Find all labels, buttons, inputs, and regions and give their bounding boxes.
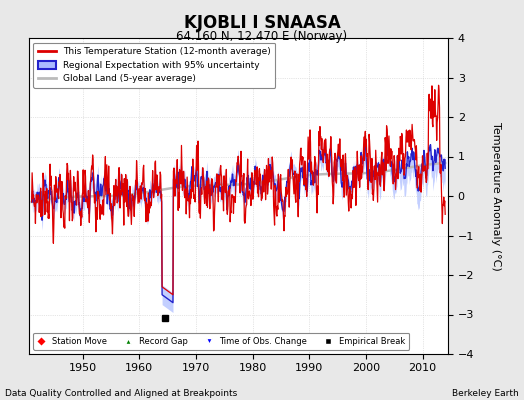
Text: KJOBLI I SNAASA: KJOBLI I SNAASA [183,14,341,32]
Text: Data Quality Controlled and Aligned at Breakpoints: Data Quality Controlled and Aligned at B… [5,389,237,398]
Text: Berkeley Earth: Berkeley Earth [452,389,519,398]
Legend: Station Move, Record Gap, Time of Obs. Change, Empirical Break: Station Move, Record Gap, Time of Obs. C… [33,332,409,350]
Text: 64.160 N, 12.470 E (Norway): 64.160 N, 12.470 E (Norway) [177,30,347,43]
Y-axis label: Temperature Anomaly (°C): Temperature Anomaly (°C) [491,122,501,270]
